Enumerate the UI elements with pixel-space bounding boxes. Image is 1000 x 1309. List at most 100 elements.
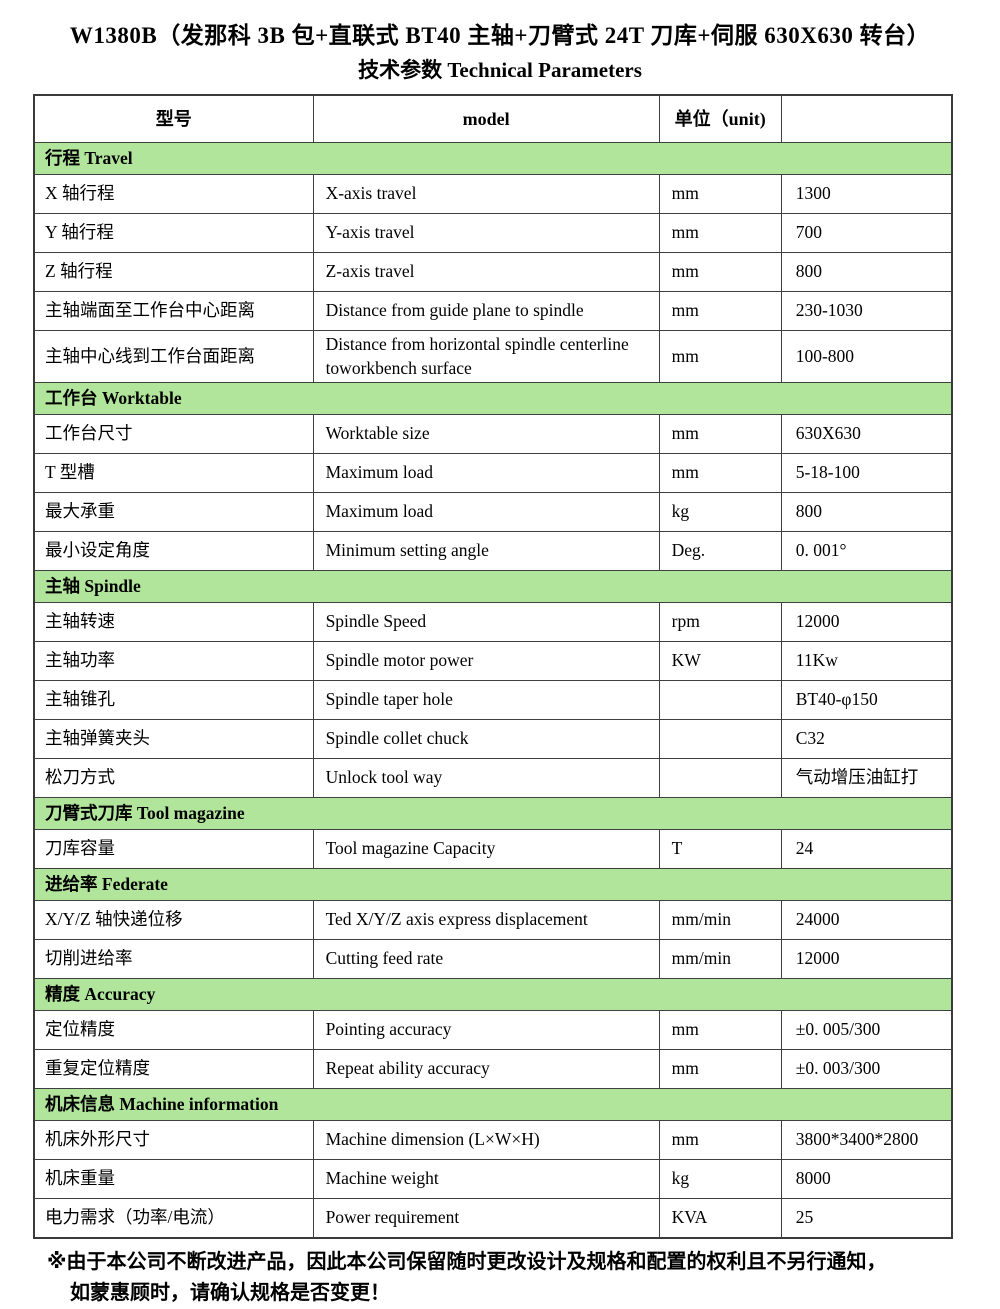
section-header-row: 行程 Travel — [33, 142, 953, 175]
param-value: 24 — [780, 829, 953, 870]
param-value: 气动增压油缸打 — [780, 758, 953, 799]
param-name-en: Power requirement — [312, 1198, 660, 1239]
param-name-en: Maximum load — [312, 492, 660, 533]
param-name-cn: 主轴端面至工作台中心距离 — [33, 291, 314, 331]
param-value: 12000 — [780, 939, 953, 980]
param-name-cn: 主轴功率 — [33, 641, 314, 682]
param-value: 800 — [780, 492, 953, 533]
param-name-cn: X 轴行程 — [33, 174, 314, 214]
table-row: T 型槽 Maximum load mm 5-18-100 — [33, 453, 953, 494]
table-row: 定位精度 Pointing accuracy mm ±0. 005/300 — [33, 1010, 953, 1051]
param-name-en: Spindle Speed — [312, 602, 660, 643]
section-header-row: 进给率 Federate — [33, 868, 953, 902]
param-unit — [658, 719, 782, 760]
table-row: 主轴功率 Spindle motor power KW 11Kw — [33, 641, 953, 682]
param-unit: mm — [658, 174, 782, 214]
param-value: 100-800 — [780, 329, 953, 384]
param-name-en: Z-axis travel — [312, 252, 660, 292]
param-unit: mm — [658, 329, 782, 384]
param-unit — [658, 680, 782, 721]
param-unit: KW — [658, 641, 782, 682]
param-name-cn: 主轴锥孔 — [33, 680, 314, 721]
column-header-value — [780, 94, 953, 143]
table-header-row: 型号 model 单位（unit) — [33, 94, 953, 143]
section-header-row: 精度 Accuracy — [33, 978, 953, 1012]
param-name-en: Y-axis travel — [312, 213, 660, 253]
table-row: 最小设定角度 Minimum setting angle Deg. 0. 001° — [33, 531, 953, 572]
table-row: Y 轴行程 Y-axis travel mm 700 — [33, 213, 953, 253]
table-row: 主轴转速 Spindle Speed rpm 12000 — [33, 602, 953, 643]
table-row: 机床外形尺寸 Machine dimension (L×W×H) mm 3800*34… — [33, 1120, 953, 1161]
param-unit — [658, 758, 782, 799]
section-header: 主轴 Spindle — [33, 570, 953, 604]
param-name-en: Spindle collet chuck — [312, 719, 660, 760]
section-header: 精度 Accuracy — [33, 978, 953, 1012]
param-unit: Deg. — [658, 531, 782, 572]
param-name-cn: 切削进给率 — [33, 939, 314, 980]
page-subtitle: 技术参数 Technical Parameters — [358, 58, 642, 82]
param-unit: mm/min — [658, 900, 782, 941]
table-row: 松刀方式 Unlock tool way 气动增压油缸打 — [33, 758, 953, 799]
section-header-row: 工作台 Worktable — [33, 382, 953, 416]
section-header-row: 主轴 Spindle — [33, 570, 953, 604]
param-name-cn: 工作台尺寸 — [33, 414, 314, 455]
table-row: 主轴弹簧夹头 Spindle collet chuck C32 — [33, 719, 953, 760]
footnote-line-1: ※由于本公司不断改进产品，因此本公司保留随时更改设计及规格和配置的权利且不另行通… — [47, 1251, 887, 1274]
document-page: W1380B（发那科 3B 包+直联式 BT40 主轴+刀臂式 24T 刀库+伺… — [0, 16, 1000, 1309]
param-unit: T — [658, 829, 782, 870]
param-name-cn: 主轴弹簧夹头 — [33, 719, 314, 760]
param-name-en: Ted X/Y/Z axis express displacement — [312, 900, 660, 941]
param-name-en: Distance from horizontal spindle centerl… — [312, 329, 660, 384]
footnote: ※由于本公司不断改进产品，因此本公司保留随时更改设计及规格和配置的权利且不另行通… — [47, 1247, 970, 1309]
param-name-cn: 重复定位精度 — [33, 1049, 314, 1090]
param-value: ±0. 003/300 — [780, 1049, 953, 1090]
param-name-en: Worktable size — [312, 414, 660, 455]
page-title: W1380B（发那科 3B 包+直联式 BT40 主轴+刀臂式 24T 刀库+伺… — [69, 23, 931, 48]
param-value: 700 — [780, 213, 953, 253]
section-header: 进给率 Federate — [33, 868, 953, 902]
param-name-cn: Z 轴行程 — [33, 252, 314, 292]
param-name-cn: 最大承重 — [33, 492, 314, 533]
param-name-cn: X/Y/Z 轴快递位移 — [33, 900, 314, 941]
param-value: 630X630 — [780, 414, 953, 455]
table-row: X 轴行程 X-axis travel mm 1300 — [33, 174, 953, 214]
param-name-en: Machine dimension (L×W×H) — [312, 1120, 660, 1161]
param-unit: mm — [658, 453, 782, 494]
table-row: 电力需求（功率/电流） Power requirement KVA 25 — [33, 1198, 953, 1239]
param-value: ±0. 005/300 — [780, 1010, 953, 1051]
table-row: 工作台尺寸 Worktable size mm 630X630 — [33, 414, 953, 455]
param-value: C32 — [780, 719, 953, 760]
param-unit: KVA — [658, 1198, 782, 1239]
param-name-en: Cutting feed rate — [312, 939, 660, 980]
table-row: 重复定位精度 Repeat ability accuracy mm ±0. 003/3… — [33, 1049, 953, 1090]
param-value: 230-1030 — [780, 291, 953, 331]
param-name-en: Maximum load — [312, 453, 660, 494]
param-unit: mm — [658, 252, 782, 292]
param-unit: rpm — [658, 602, 782, 643]
param-unit: mm — [658, 291, 782, 331]
param-name-en: Tool magazine Capacity — [312, 829, 660, 870]
param-name-en: Distance from guide plane to spindle — [312, 291, 660, 331]
param-value: 24000 — [780, 900, 953, 941]
section-header-row: 刀臂式刀库 Tool magazine — [33, 797, 953, 831]
param-unit: mm — [658, 1010, 782, 1051]
param-name-en: Pointing accuracy — [312, 1010, 660, 1051]
param-name-en: Spindle motor power — [312, 641, 660, 682]
param-value: 12000 — [780, 602, 953, 643]
param-unit: kg — [658, 1159, 782, 1200]
param-unit: mm/min — [658, 939, 782, 980]
table-row: 切削进给率 Cutting feed rate mm/min 12000 — [33, 939, 953, 980]
technical-parameters-table: 型号 model 单位（unit) 行程 Travel X 轴行程 X-axis t… — [33, 94, 953, 1240]
table-row: 主轴端面至工作台中心距离 Distance from guide plane to… — [33, 291, 953, 331]
param-value: 11Kw — [780, 641, 953, 682]
param-value: 1300 — [780, 174, 953, 214]
param-name-cn: 刀库容量 — [33, 829, 314, 870]
param-value: BT40-φ150 — [780, 680, 953, 721]
param-value: 0. 001° — [780, 531, 953, 572]
table-row: 刀库容量 Tool magazine Capacity T 24 — [33, 829, 953, 870]
param-name-cn: 松刀方式 — [33, 758, 314, 799]
param-name-cn: Y 轴行程 — [33, 213, 314, 253]
table-row: Z 轴行程 Z-axis travel mm 800 — [33, 252, 953, 292]
section-header: 工作台 Worktable — [33, 382, 953, 416]
table-row: 主轴中心线到工作台面距离 Distance from horizontal spi… — [33, 329, 953, 384]
